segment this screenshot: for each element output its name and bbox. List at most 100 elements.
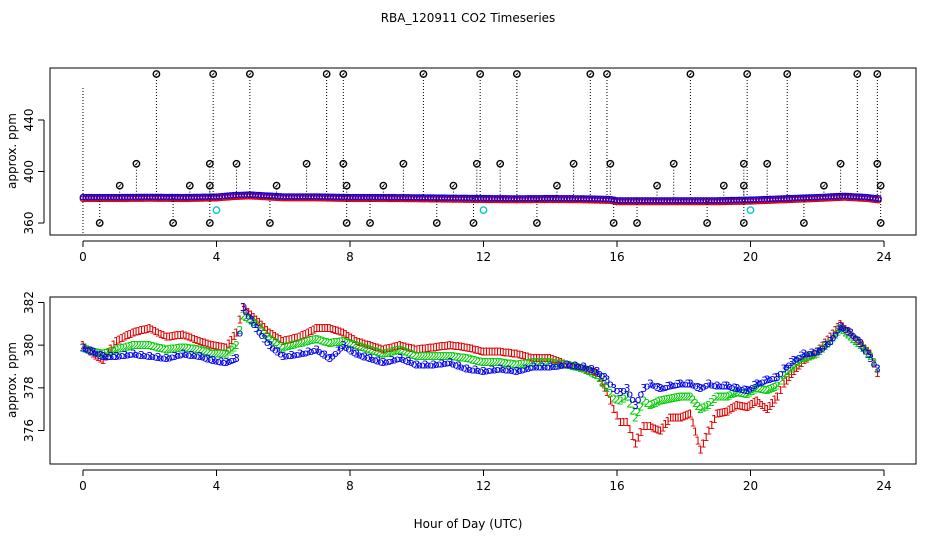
- bottom-series-3-marker: o: [228, 354, 235, 367]
- bottom-series-3-marker: 3: [657, 382, 664, 395]
- top-outlier-high-marker-slash: [421, 72, 426, 76]
- bottom-series-1-marker: 1: [694, 435, 701, 448]
- bottom-series-3-marker: o: [383, 356, 390, 369]
- bottom-series-2-marker: 2: [163, 343, 170, 356]
- top-outlier-mid-marker: [472, 159, 481, 168]
- top-y-tick-label: 440: [22, 109, 36, 132]
- bottom-series-2-marker: 2: [601, 379, 608, 392]
- bottom-series-1-marker: 1: [226, 338, 233, 351]
- bottom-series-3-marker: 3: [724, 380, 731, 393]
- bottom-series-1-marker: 1: [536, 352, 543, 365]
- bottom-series-3-marker: o: [119, 349, 126, 362]
- bottom-series-1-marker: 1: [250, 311, 257, 324]
- bottom-series-3-marker: o: [364, 351, 371, 364]
- bottom-series-3-marker: 3: [513, 365, 520, 378]
- bottom-series-3-marker: o: [433, 358, 440, 371]
- bottom-series-1-marker: 1: [157, 328, 164, 341]
- bottom-series-1-marker: 1: [716, 407, 723, 420]
- bottom-series-2-marker: 2: [253, 318, 260, 331]
- bottom-series-1-marker: 1: [102, 350, 109, 363]
- bottom-series-3-marker: o: [832, 327, 839, 340]
- bottom-series-2-marker: 2: [870, 356, 877, 369]
- bottom-series-3-marker: o: [680, 378, 687, 391]
- bottom-series-2-marker: 2: [100, 348, 107, 361]
- bottom-series-3-marker: o: [596, 367, 603, 380]
- bottom-series-1-marker: 1: [466, 342, 473, 355]
- bottom-series-1-marker: 1: [626, 423, 633, 436]
- bottom-series-1-marker: 1: [277, 333, 284, 346]
- bottom-series-2-marker: 2: [90, 346, 97, 359]
- bottom-series-1-marker: 1: [583, 363, 590, 376]
- bottom-series-1-marker: 1: [687, 407, 694, 420]
- bottom-series-2-marker: 2: [332, 336, 339, 349]
- bottom-series-3-marker: o: [830, 331, 837, 344]
- bottom-series-3-marker: o: [817, 343, 824, 356]
- bottom-series-3-marker: 3: [684, 378, 691, 391]
- top-outlier-high-marker-slash: [515, 72, 519, 76]
- bottom-series-2-marker: 2: [749, 385, 756, 398]
- bottom-series-3-marker: o: [399, 353, 406, 366]
- bottom-series-1-marker: 1: [491, 346, 498, 359]
- bottom-series-1-marker: 1: [563, 358, 570, 371]
- bottom-series-1-marker: 1: [419, 343, 426, 356]
- bottom-series-2-marker: 2: [705, 399, 712, 412]
- bottom-series-1-marker: 1: [682, 410, 689, 423]
- bottom-series-1-marker: 1: [703, 431, 710, 444]
- top-outlier-low-marker-slash: [722, 183, 726, 188]
- bottom-series-3-marker: o: [871, 357, 878, 370]
- top-outlier-low-marker: [820, 181, 828, 190]
- bottom-series-3-marker: 3: [761, 374, 768, 387]
- bottom-series-2-marker: 2: [659, 394, 666, 407]
- bottom-series-1-marker: 1: [180, 329, 187, 342]
- bottom-series-1-marker: 1: [461, 341, 468, 354]
- top-outlier-high-marker-slash: [785, 72, 789, 76]
- bottom-series-2-marker: 2: [808, 349, 815, 362]
- bottom-series-1-marker: 1: [472, 343, 479, 356]
- bottom-series-1-marker: 1: [814, 346, 821, 359]
- top-outlier-high-marker-slash: [478, 72, 482, 76]
- bottom-series-3-marker: o: [558, 359, 565, 372]
- bottom-series-3-marker: o: [796, 351, 803, 364]
- bottom-series-1-marker: 1: [724, 405, 731, 418]
- bottom-series-1-marker: 1: [497, 346, 504, 359]
- bottom-series-2-marker: 2: [436, 350, 443, 363]
- bottom-series-1-marker: 1: [463, 341, 470, 354]
- bottom-series-2-marker: 2: [294, 338, 301, 351]
- bottom-series-1-marker: 1: [744, 401, 751, 414]
- bottom-series-2-marker: 2: [463, 352, 470, 365]
- bottom-series-2-marker: 2: [110, 344, 117, 357]
- bottom-series-3-marker: o: [394, 353, 401, 366]
- bottom-series-1-marker: 1: [308, 325, 315, 338]
- bottom-series-1-marker: 1: [719, 406, 726, 419]
- bottom-series-1-marker: 1: [438, 340, 445, 353]
- bottom-series-1-marker: 1: [132, 326, 139, 339]
- bottom-series-3-marker: 3: [632, 399, 639, 412]
- bottom-series-3-marker: 3: [413, 358, 420, 371]
- bottom-series-3-marker: o: [343, 341, 350, 354]
- bottom-series-2-marker: 2: [783, 367, 790, 380]
- bottom-series-3-marker: 3: [163, 352, 170, 365]
- bottom-series-1-marker: 1: [511, 347, 518, 360]
- bottom-series-1-marker: 1: [865, 345, 872, 358]
- bottom-series-2-marker: 2: [669, 392, 676, 405]
- top-outlier-mid-marker: [836, 159, 845, 168]
- top-y-tick-label: 400: [22, 160, 36, 183]
- bottom-series-1-marker: 1: [321, 322, 328, 335]
- bottom-series-2-marker: 2: [171, 342, 178, 355]
- top-outlier-low-marker: [876, 181, 885, 190]
- bottom-series-2-marker: 2: [511, 358, 518, 371]
- bottom-series-1-marker: 1: [399, 340, 406, 353]
- top-outlier-high-marker: [419, 70, 428, 78]
- bottom-series-3-marker: o: [494, 363, 501, 376]
- bottom-series-2-marker: 2: [790, 361, 797, 374]
- bottom-series-3-marker: 3: [538, 361, 545, 374]
- top-outlier-bottom-marker: [800, 219, 808, 227]
- bottom-series-1-marker: 1: [228, 334, 235, 347]
- bottom-series-1-marker: 1: [842, 323, 849, 336]
- bottom-series-1-marker: 1: [593, 367, 600, 380]
- bottom-series-2-marker: 2: [169, 343, 176, 356]
- bottom-series-2-marker: 2: [486, 356, 493, 369]
- top-outlier-bottom-marker-slash: [368, 221, 372, 225]
- top-outlier-bottom-marker-slash: [705, 221, 709, 225]
